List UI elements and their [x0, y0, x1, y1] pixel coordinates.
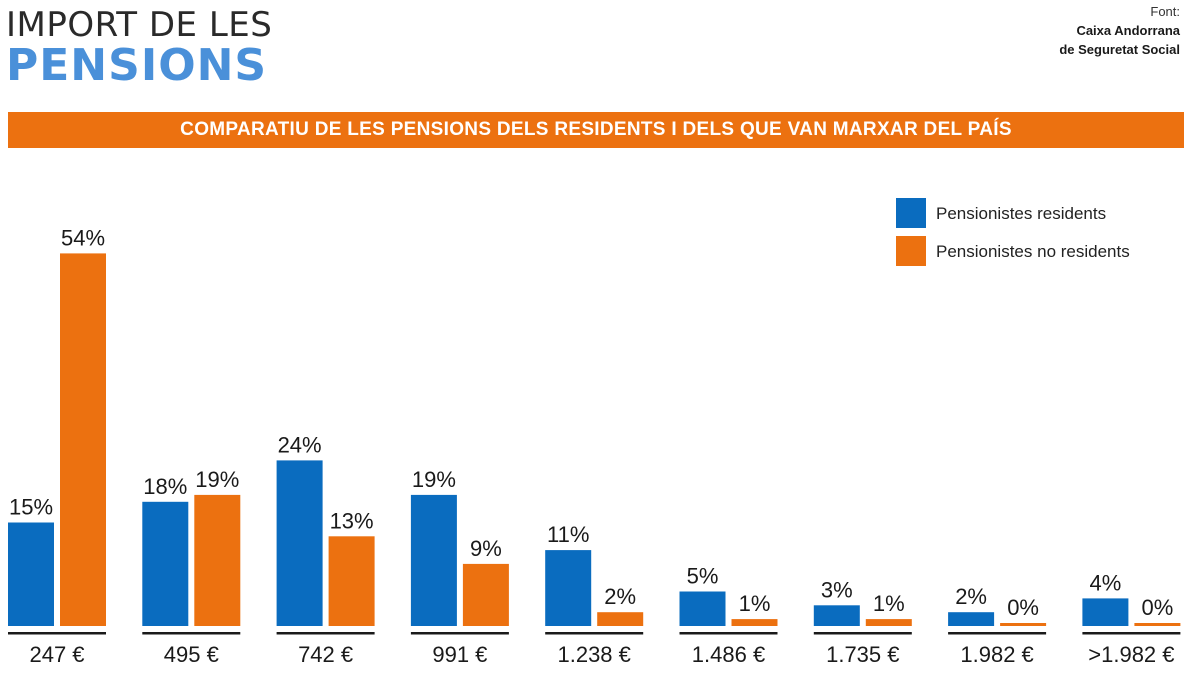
value-label-residents-1-238: 11%	[547, 522, 589, 547]
category-rule-495	[142, 632, 241, 635]
category-label-1-238: 1.238 €	[557, 642, 630, 667]
bar-no-residents-247	[60, 253, 106, 626]
bar-no-residents-1-735	[865, 619, 912, 626]
title-line-2: PENSIONS	[6, 40, 268, 91]
value-label-no-residents-1-982: 0%	[1142, 595, 1174, 620]
bar-no-residents-495	[194, 494, 241, 626]
category-rule-1-735	[813, 632, 912, 635]
category-rule-1-486	[679, 632, 778, 635]
value-label-no-residents-247: 54%	[61, 225, 105, 250]
legend-label-no-residents: Pensionistes no residents	[936, 242, 1130, 261]
value-label-no-residents-1-982: 0%	[1007, 595, 1039, 620]
bar-residents-1-238	[545, 550, 592, 626]
category-rule-991	[410, 632, 509, 635]
bar-residents-742	[276, 460, 323, 626]
category-rule-742	[276, 632, 375, 635]
value-label-residents-742: 24%	[278, 432, 322, 457]
bar-residents-495	[142, 501, 189, 626]
source-label: Font:	[1150, 4, 1180, 19]
legend-swatch-no-residents	[896, 236, 926, 266]
category-rule-1-982	[1082, 632, 1181, 635]
source-line-1: Caixa Andorrana	[1076, 23, 1180, 38]
category-label-1-735: 1.735 €	[826, 642, 899, 667]
value-label-residents-247: 15%	[9, 495, 53, 520]
bar-no-residents-742	[328, 536, 375, 626]
category-label-1-486: 1.486 €	[692, 642, 765, 667]
value-label-residents-991: 19%	[412, 467, 456, 492]
title-line-1: IMPORT DE LES	[6, 5, 273, 45]
value-label-residents-1-486: 5%	[687, 564, 719, 589]
value-label-residents-1-982: 2%	[955, 584, 987, 609]
bar-residents-1-735	[813, 605, 860, 626]
value-label-no-residents-742: 13%	[330, 508, 374, 533]
bar-no-residents-1-238	[597, 612, 644, 626]
value-label-no-residents-1-486: 1%	[739, 591, 771, 616]
source-block: Font: Caixa Andorrana de Seguretat Socia…	[1059, 2, 1180, 59]
value-label-residents-495: 18%	[143, 474, 187, 499]
category-rule-247	[8, 632, 106, 635]
category-rule-1-238	[545, 632, 644, 635]
category-label-1-982: 1.982 €	[960, 642, 1033, 667]
category-rule-1-982	[948, 632, 1047, 635]
legend-label-residents: Pensionistes residents	[936, 204, 1107, 223]
source-line-2: de Seguretat Social	[1059, 42, 1180, 57]
bar-chart: 15% 54% 247 € 18% 19% 495 € 24% 13% 742 € 19% 9% 99…	[8, 225, 1181, 667]
value-label-residents-1-982: 4%	[1090, 570, 1122, 595]
bar-residents-247	[8, 522, 54, 626]
bar-no-residents-1-486	[731, 619, 778, 626]
chart-title-banner: COMPARATIU DE LES PENSIONS DELS RESIDENT…	[8, 112, 1184, 148]
bar-residents-1-486	[679, 591, 726, 626]
category-label-742: 742 €	[298, 642, 353, 667]
legend-swatch-residents	[896, 198, 926, 228]
bar-no-residents-1-982	[1134, 623, 1181, 626]
value-label-no-residents-991: 9%	[470, 536, 502, 561]
value-label-no-residents-1-238: 2%	[604, 584, 636, 609]
value-label-no-residents-495: 19%	[195, 467, 239, 492]
value-label-residents-1-735: 3%	[821, 577, 853, 602]
category-label-991: 991 €	[432, 642, 487, 667]
bar-residents-1-982	[1082, 598, 1129, 626]
category-label-1-982: >1.982 €	[1088, 642, 1174, 667]
category-label-247: 247 €	[29, 642, 84, 667]
bar-residents-1-982	[948, 612, 995, 626]
bar-residents-991	[410, 494, 457, 626]
bar-no-residents-991	[462, 563, 509, 626]
category-label-495: 495 €	[164, 642, 219, 667]
bar-no-residents-1-982	[1000, 623, 1047, 626]
value-label-no-residents-1-735: 1%	[873, 591, 905, 616]
